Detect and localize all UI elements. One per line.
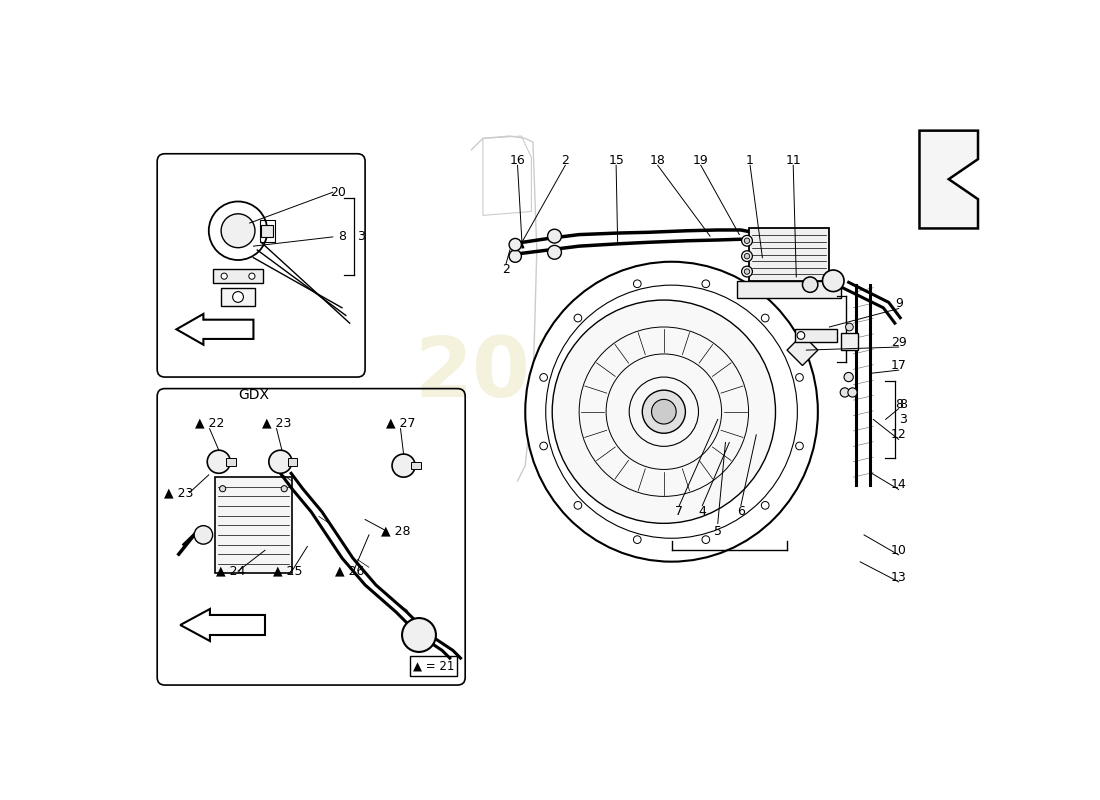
Text: GDX: GDX [238, 388, 268, 402]
Text: 3: 3 [899, 413, 906, 426]
Text: 1: 1 [746, 154, 754, 167]
Circle shape [548, 230, 561, 243]
Text: 2011985: 2011985 [415, 333, 821, 414]
Bar [288, 458, 297, 466]
Text: 10: 10 [891, 544, 906, 557]
Text: 29: 29 [891, 336, 906, 349]
Text: 8: 8 [899, 398, 906, 410]
Text: ▲ 24: ▲ 24 [216, 565, 245, 578]
Circle shape [574, 314, 582, 322]
Text: ▲ 23: ▲ 23 [164, 486, 194, 499]
Circle shape [846, 323, 854, 331]
Text: 20: 20 [330, 186, 345, 198]
Text: 11: 11 [785, 154, 801, 167]
Bar [214, 477, 292, 574]
Circle shape [574, 502, 582, 509]
Circle shape [840, 388, 849, 397]
Text: ▲ 23: ▲ 23 [262, 417, 292, 430]
Text: 2: 2 [561, 154, 569, 167]
Text: ▲ 25: ▲ 25 [273, 565, 303, 578]
Text: 8: 8 [894, 398, 903, 410]
Bar [749, 229, 829, 281]
Circle shape [268, 450, 292, 474]
Bar [213, 270, 263, 283]
Circle shape [634, 536, 641, 543]
Text: 18: 18 [650, 154, 666, 167]
Text: 15: 15 [608, 154, 624, 167]
Circle shape [221, 214, 255, 248]
Text: ▲ 26: ▲ 26 [336, 565, 364, 578]
Text: ▲ 22: ▲ 22 [195, 417, 224, 430]
Circle shape [798, 332, 805, 339]
Circle shape [509, 250, 521, 262]
Circle shape [745, 269, 750, 274]
Bar [261, 225, 274, 237]
Text: 17: 17 [891, 359, 906, 372]
Text: 8: 8 [338, 230, 345, 243]
Bar [260, 220, 275, 242]
Circle shape [802, 277, 818, 292]
Text: 5: 5 [714, 525, 722, 538]
Text: 19: 19 [693, 154, 708, 167]
Polygon shape [788, 334, 818, 366]
Bar [794, 329, 837, 342]
Circle shape [249, 273, 255, 279]
Circle shape [741, 235, 752, 246]
Text: ▲ 28: ▲ 28 [381, 525, 410, 538]
Text: 3: 3 [358, 230, 365, 243]
Circle shape [634, 280, 641, 288]
Text: a passion for parts: a passion for parts [548, 414, 811, 441]
Circle shape [207, 450, 230, 474]
Circle shape [741, 266, 752, 277]
Polygon shape [920, 130, 978, 229]
Text: ▲ = 21: ▲ = 21 [412, 659, 454, 672]
Bar [411, 462, 420, 470]
Circle shape [741, 250, 752, 262]
Circle shape [823, 270, 844, 291]
Circle shape [745, 254, 750, 259]
Circle shape [844, 373, 854, 382]
Ellipse shape [526, 262, 818, 562]
Circle shape [702, 280, 710, 288]
Text: 13: 13 [891, 570, 906, 584]
Text: 14: 14 [891, 478, 906, 491]
Circle shape [540, 442, 548, 450]
Text: 16: 16 [509, 154, 526, 167]
Bar [842, 333, 858, 350]
Text: 9: 9 [894, 298, 903, 310]
Bar [227, 458, 235, 466]
Circle shape [194, 526, 212, 544]
Circle shape [795, 374, 803, 382]
Circle shape [761, 502, 769, 509]
Circle shape [220, 486, 225, 492]
Bar [737, 281, 842, 298]
Circle shape [702, 536, 710, 543]
Circle shape [848, 388, 857, 397]
Circle shape [761, 314, 769, 322]
Circle shape [540, 374, 548, 382]
Text: ▲ 27: ▲ 27 [386, 417, 416, 430]
Circle shape [282, 486, 287, 492]
Circle shape [745, 238, 750, 243]
Text: 6: 6 [737, 506, 745, 518]
Bar [221, 288, 255, 306]
Circle shape [392, 454, 415, 477]
Circle shape [642, 390, 685, 434]
Text: 2: 2 [502, 262, 510, 276]
Text: 7: 7 [675, 506, 683, 518]
Circle shape [221, 273, 228, 279]
Bar [409, 656, 458, 676]
Circle shape [552, 300, 776, 523]
Circle shape [548, 246, 561, 259]
Circle shape [795, 442, 803, 450]
Circle shape [233, 291, 243, 302]
Circle shape [651, 399, 676, 424]
Text: 4: 4 [698, 506, 706, 518]
Circle shape [509, 238, 521, 250]
Circle shape [403, 618, 436, 652]
Text: 12: 12 [891, 428, 906, 442]
